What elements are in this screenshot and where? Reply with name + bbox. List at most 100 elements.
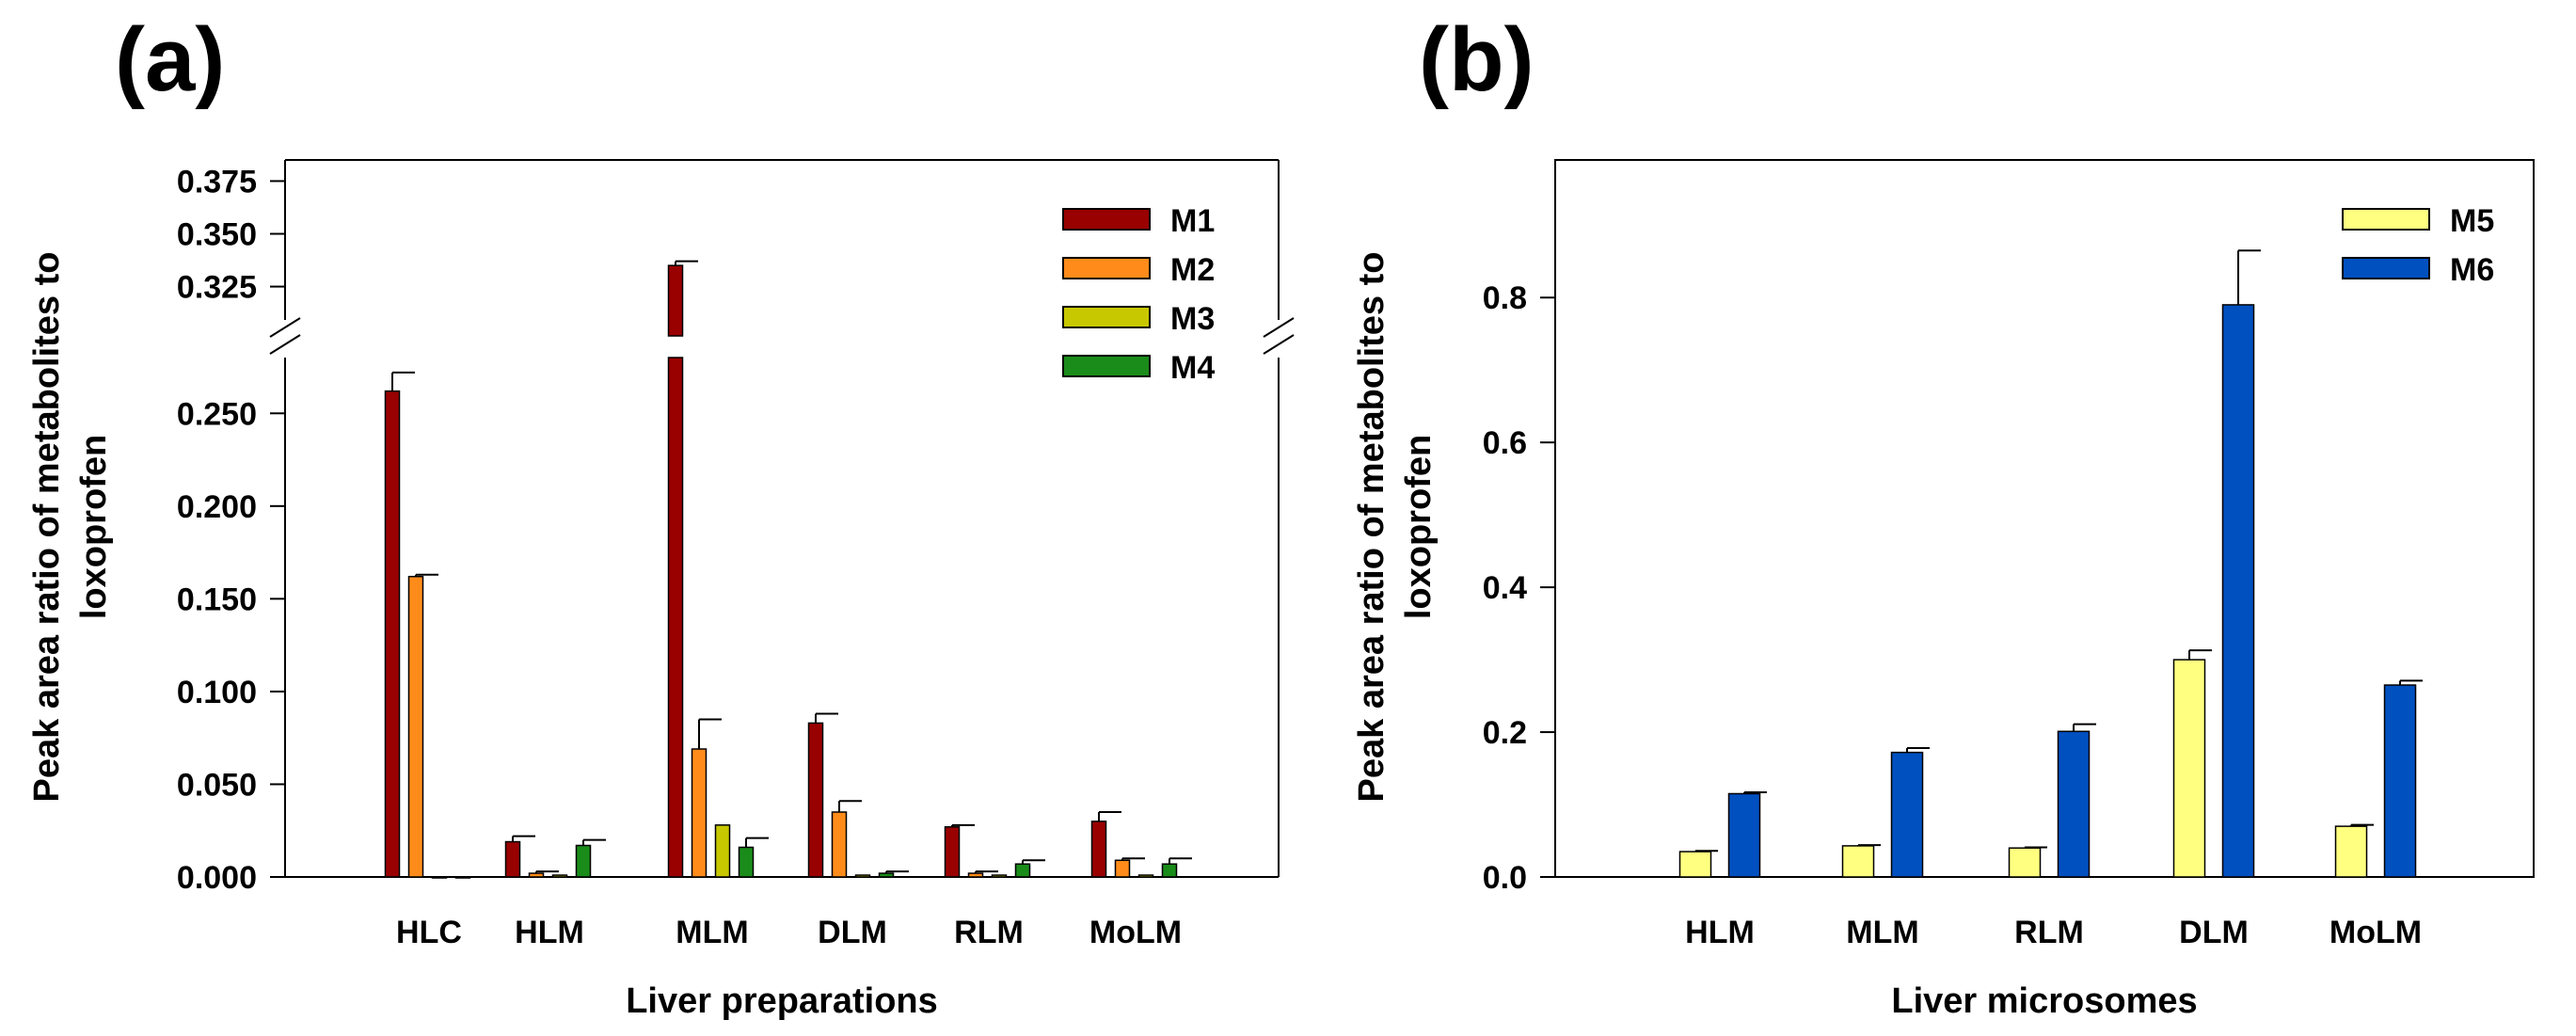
bar-M6-MoLM — [2383, 679, 2423, 878]
x-tick-label: RLM — [954, 915, 1024, 950]
legend-label: M3 — [1170, 301, 1215, 337]
error-bar — [2350, 823, 2374, 827]
error-bar — [1857, 844, 1881, 847]
x-tick-label: HLM — [515, 915, 584, 950]
error-bar — [535, 870, 559, 874]
error-bar — [1022, 859, 1045, 865]
legend-label: M1 — [1170, 203, 1215, 239]
error-bar — [2399, 679, 2423, 686]
error-bar — [745, 837, 769, 848]
legend-label: M5 — [2450, 203, 2494, 239]
bar-M5-DLM — [2172, 649, 2212, 878]
x-axis-title-a: Liver preparations — [626, 981, 938, 1021]
plot-frame-a — [269, 159, 1295, 878]
x-tick-label: MLM — [1846, 915, 1918, 950]
error-bar — [1121, 857, 1145, 861]
bar-M2-RLM — [967, 870, 998, 878]
error-bar — [1694, 850, 1718, 853]
legend-label: M6 — [2450, 252, 2494, 288]
y-axis-title-line: loxoprofen — [1399, 435, 1439, 619]
y-axis-title-line: loxoprofen — [74, 435, 114, 619]
bar-M1-HLM — [504, 835, 535, 878]
bar-M6-MLM — [1890, 746, 1930, 878]
error-bar — [512, 835, 535, 842]
panel-label-b: (b) — [1419, 9, 1534, 110]
legend-swatch — [1062, 306, 1151, 328]
x-tick-label: MoLM — [2330, 915, 2422, 950]
error-bar — [1906, 746, 1930, 753]
y-axis-title-a: Peak area ratio of metabolites to loxopro… — [27, 252, 114, 803]
bar-M4-HLM — [575, 838, 606, 878]
x-tick-label: HLM — [1685, 915, 1755, 950]
x-tick-label: RLM — [2014, 915, 2084, 950]
bar-M3-DLM — [854, 874, 871, 878]
bar-M2-HLM — [528, 870, 559, 878]
y-axis-title-line: Peak area ratio of metabolites to — [27, 252, 67, 803]
bar-M3-HLM — [551, 874, 568, 878]
bar-M5-RLM — [2008, 846, 2047, 878]
error-bar — [2188, 649, 2212, 661]
bar-M6-HLM — [1727, 790, 1767, 878]
error-bar — [2024, 846, 2047, 849]
legend-label: M4 — [1170, 350, 1215, 386]
bar-M2-HLC — [407, 573, 438, 878]
bar-M6-RLM — [2057, 723, 2096, 878]
bar-M1-MLM — [667, 260, 698, 878]
y-tick-label: 0.4 — [1483, 570, 1527, 606]
bar-M4-MLM — [738, 837, 769, 878]
bar-M3-RLM — [991, 874, 1008, 878]
legend-label: M2 — [1170, 252, 1215, 288]
bar-M2-MLM — [691, 718, 722, 878]
x-tick-label: HLC — [396, 915, 462, 950]
error-bar — [975, 870, 998, 874]
error-bar — [815, 712, 838, 724]
legend-item-M1: M1 — [1062, 203, 1215, 239]
y-tick-label: 0.150 — [177, 582, 257, 617]
legend-swatch — [2342, 257, 2430, 279]
bar-M1-DLM — [807, 712, 838, 878]
y-axis-title-b: Peak area ratio of metabolites to loxopro… — [1352, 252, 1439, 803]
bar-M3-HLC — [431, 876, 448, 879]
legend-item-M2: M2 — [1062, 252, 1215, 288]
legend-a: M1 M2 M3 M4 — [1062, 203, 1215, 386]
bar-M5-HLM — [1678, 850, 1718, 878]
axis-break-marker — [269, 317, 301, 355]
y-tick-label: 0.325 — [177, 270, 257, 306]
legend-swatch — [1062, 355, 1151, 377]
error-bar — [838, 800, 862, 813]
bar-M1-MoLM — [1090, 811, 1121, 878]
error-bar — [1169, 857, 1192, 865]
error-bar — [698, 718, 722, 750]
panel-label-a: (a) — [115, 9, 225, 110]
bar-M3-MoLM — [1137, 874, 1154, 878]
y-tick-label: 0.0 — [1483, 860, 1527, 896]
bar-M4-RLM — [1014, 859, 1045, 878]
bar-M5-MoLM — [2334, 823, 2374, 878]
bar-M1-RLM — [944, 823, 975, 878]
y-tick-label: 0.2 — [1483, 715, 1527, 751]
bar-M4-DLM — [878, 870, 909, 878]
bar-M6-DLM — [2221, 249, 2261, 878]
y-tick-label: 0.375 — [177, 164, 257, 199]
x-tick-label: MoLM — [1089, 915, 1182, 950]
error-bar — [1098, 811, 1121, 821]
x-tick-label: MLM — [676, 915, 748, 950]
y-tick-label: 0.6 — [1483, 425, 1527, 461]
bar-M5-MLM — [1841, 844, 1881, 878]
error-bar — [391, 371, 415, 391]
axis-break-marker — [1263, 317, 1295, 355]
y-tick-label: 0.8 — [1483, 280, 1527, 316]
legend-swatch — [1062, 208, 1151, 231]
bar-M1-HLC — [384, 371, 415, 878]
chart-a: (a) 0.000 0.050 0.100 0.150 0.200 0.250 0.325 0.… — [27, 9, 1295, 1021]
bar-M4-MoLM — [1161, 857, 1192, 878]
x-tick-label: DLM — [818, 915, 887, 950]
legend-item-M6: M6 — [2342, 252, 2494, 288]
y-tick-label: 0.250 — [177, 396, 257, 432]
error-bar — [951, 823, 975, 827]
bar-M4-HLC — [454, 876, 471, 879]
error-bar — [885, 870, 909, 874]
